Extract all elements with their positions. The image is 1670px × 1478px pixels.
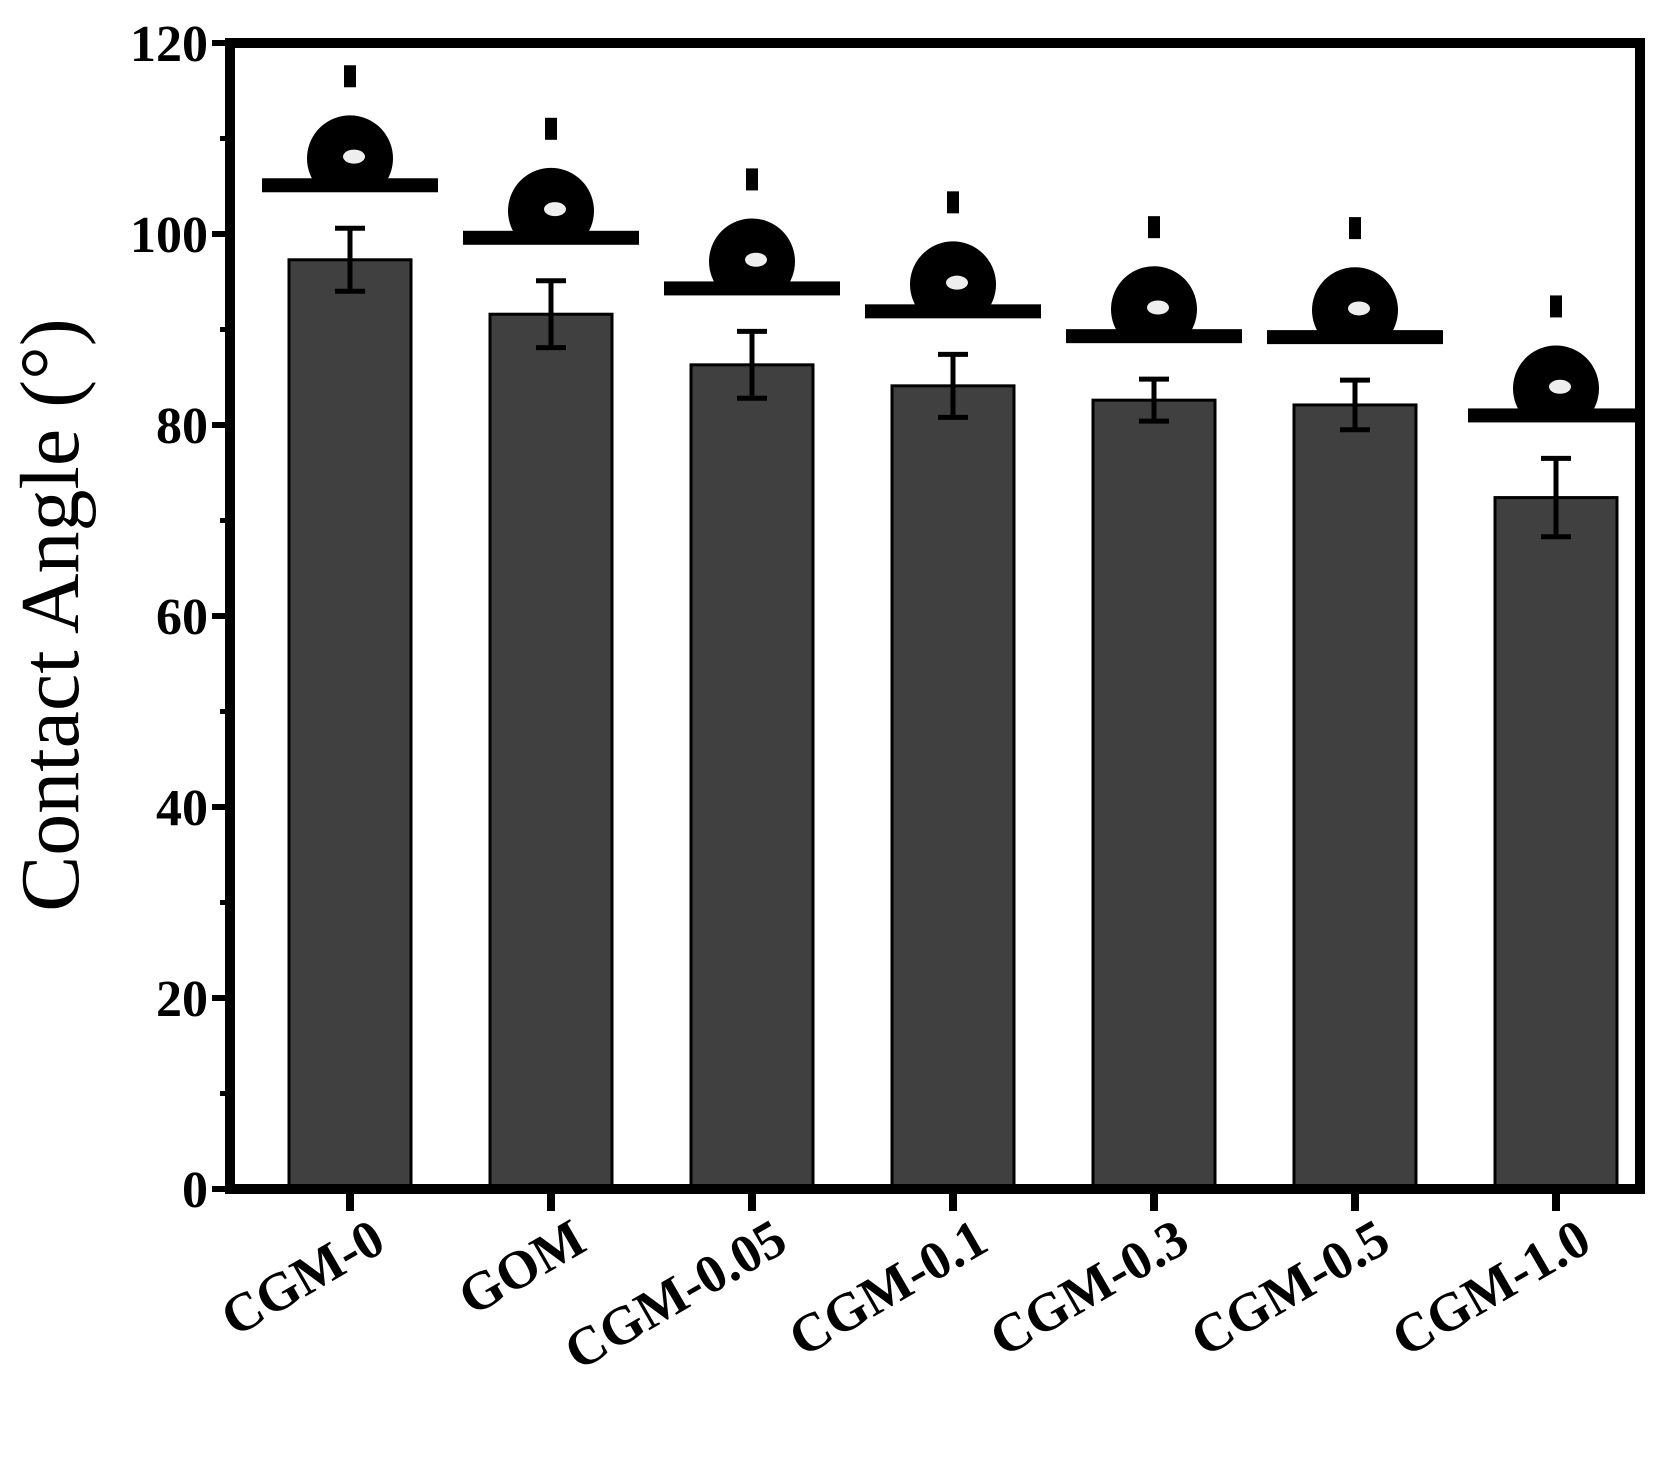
bar-CGM-0	[287, 258, 413, 1191]
y-tick-label-100: 100	[130, 207, 208, 264]
droplet-image-CGM-0.05	[664, 168, 840, 296]
droplet-highlight	[1549, 379, 1571, 394]
droplet-image-CGM-0.1	[865, 191, 1041, 319]
droplets-group	[262, 65, 1644, 423]
droplet-image-CGM-1.0	[1468, 295, 1644, 423]
substrate-line	[262, 178, 438, 193]
y-axis: 0 20 40 60 80 100 120	[130, 16, 230, 1219]
water-droplet	[307, 115, 393, 181]
y-tick-label-80: 80	[156, 398, 208, 455]
substrate-line	[1066, 329, 1242, 344]
y-tick-label-0: 0	[182, 1162, 208, 1219]
bar-GOM	[488, 312, 614, 1191]
bar-CGM-0.5	[1292, 403, 1418, 1191]
y-axis-title: Contact Angle (°)	[4, 318, 97, 911]
water-droplet	[709, 218, 796, 284]
droplet-highlight	[745, 252, 767, 267]
dispenser-needle	[1349, 217, 1361, 240]
droplet-highlight	[946, 275, 968, 290]
bar-CGM-0.05	[689, 363, 815, 1191]
substrate-line	[463, 230, 639, 245]
dispenser-needle	[947, 191, 959, 214]
y-tick-label-60: 60	[156, 589, 208, 646]
water-droplet	[1513, 345, 1599, 411]
droplet-image-CGM-0.3	[1066, 216, 1242, 344]
substrate-line	[865, 304, 1041, 319]
x-tick-label-GOM: GOM	[448, 1207, 595, 1326]
bar-CGM-1.0	[1493, 496, 1619, 1191]
x-tick-label-CGM-1.0: CGM-1.0	[1382, 1207, 1600, 1368]
dispenser-needle	[545, 117, 557, 140]
y-tick-label-20: 20	[156, 971, 208, 1028]
bar-CGM-0.3	[1091, 398, 1217, 1191]
droplet-highlight	[544, 202, 566, 217]
dispenser-needle	[1550, 295, 1562, 318]
substrate-line	[1267, 330, 1443, 345]
dispenser-needle	[1148, 216, 1160, 239]
water-droplet	[910, 241, 997, 307]
water-droplet	[1111, 266, 1197, 332]
droplet-image-CGM-0	[262, 65, 438, 193]
bars-group	[287, 258, 1619, 1191]
errorbars-group	[335, 225, 1571, 540]
water-droplet	[507, 167, 594, 233]
droplet-image-GOM	[463, 117, 639, 245]
droplet-highlight	[1348, 301, 1370, 316]
x-tick-label-CGM-0.1: CGM-0.1	[779, 1207, 997, 1368]
droplet-highlight	[1147, 300, 1169, 315]
water-droplet	[1312, 267, 1399, 333]
y-tick-label-120: 120	[130, 16, 208, 73]
droplet-image-CGM-0.5	[1267, 217, 1443, 345]
x-tick-label-CGM-0.05: CGM-0.05	[554, 1207, 796, 1381]
droplet-highlight	[343, 149, 365, 164]
x-tick-label-CGM-0.5: CGM-0.5	[1181, 1207, 1399, 1368]
substrate-line	[664, 281, 840, 296]
y-tick-label-40: 40	[156, 780, 208, 837]
dispenser-needle	[344, 65, 356, 88]
x-tick-label-CGM-0.3: CGM-0.3	[980, 1207, 1198, 1368]
x-tick-label-CGM-0: CGM-0	[211, 1207, 394, 1347]
bar-CGM-0.1	[890, 384, 1016, 1191]
x-axis: CGM-0 GOMCGM-0.05CGM-0.1CGM-0.3CGM-0.5CGM…	[211, 1189, 1600, 1382]
dispenser-needle	[746, 168, 758, 191]
substrate-line	[1468, 408, 1644, 423]
